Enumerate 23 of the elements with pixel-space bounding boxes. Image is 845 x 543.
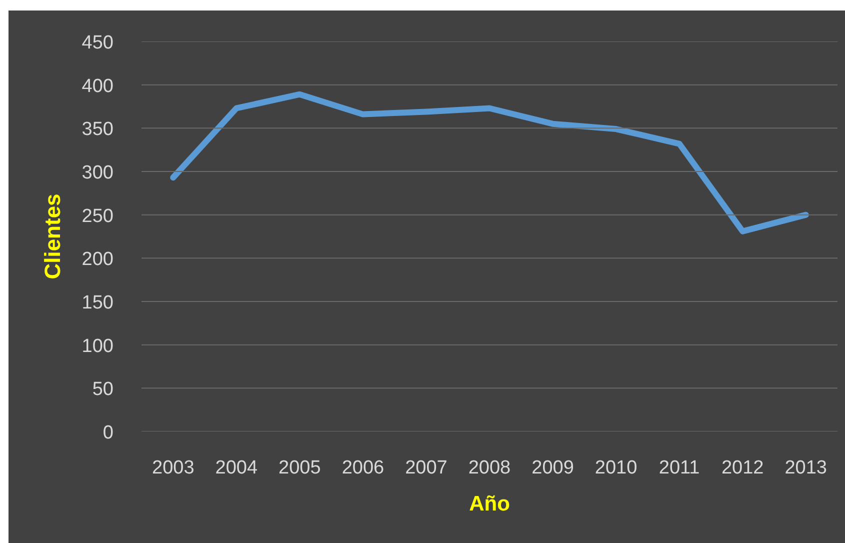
x-tick-label: 2008: [468, 458, 511, 478]
y-tick-label: 450: [82, 32, 114, 54]
y-tick-label: 200: [82, 249, 114, 270]
x-tick-label: 2006: [342, 458, 384, 478]
x-tick-label: 2011: [658, 458, 700, 478]
y-axis-title: Clientes: [40, 194, 65, 280]
x-tick-label: 2005: [278, 458, 321, 478]
x-tick-label: 2012: [721, 458, 764, 478]
y-tick-label: 300: [82, 162, 114, 184]
y-tick-label: 0: [102, 422, 114, 444]
x-tick-label: 2003: [152, 458, 194, 478]
x-tick-label: 2013: [784, 458, 828, 478]
x-tick-label: 2004: [215, 458, 258, 478]
y-tick-label: 350: [82, 119, 114, 140]
y-tick-label: 400: [82, 76, 114, 97]
x-tick-label: 2007: [405, 458, 448, 478]
x-tick-label: 2010: [594, 458, 638, 478]
x-axis-title: Año: [469, 492, 510, 516]
x-tick-label: 2009: [532, 458, 574, 478]
y-tick-label: 50: [92, 379, 114, 400]
y-tick-label: 150: [82, 292, 114, 314]
y-tick-label: 100: [82, 336, 114, 357]
y-tick-label: 250: [82, 206, 114, 227]
